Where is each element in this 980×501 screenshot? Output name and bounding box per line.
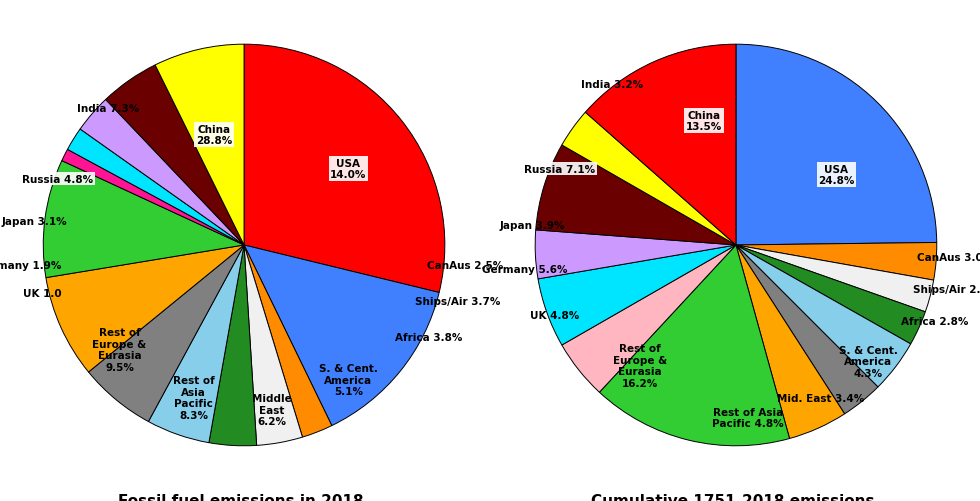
Text: Ships/Air 2.6%: Ships/Air 2.6% [912, 285, 980, 295]
Text: Africa 3.8%: Africa 3.8% [395, 333, 462, 343]
Text: USA
14.0%: USA 14.0% [330, 158, 367, 180]
Text: Japan 3.9%: Japan 3.9% [500, 220, 565, 230]
Wedge shape [736, 245, 845, 438]
Wedge shape [106, 66, 244, 245]
Text: Russia 7.1%: Russia 7.1% [524, 164, 596, 174]
Wedge shape [244, 245, 439, 426]
Title: Cumulative 1751-2018 emissions.: Cumulative 1751-2018 emissions. [591, 492, 880, 501]
Wedge shape [585, 45, 736, 245]
Text: India 3.2%: India 3.2% [581, 80, 644, 90]
Text: Middle
East
6.2%: Middle East 6.2% [252, 393, 292, 426]
Text: Ships/Air 3.7%: Ships/Air 3.7% [415, 297, 500, 307]
Wedge shape [538, 245, 736, 345]
Wedge shape [736, 245, 878, 414]
Wedge shape [244, 245, 332, 437]
Wedge shape [736, 45, 937, 245]
Wedge shape [562, 245, 736, 392]
Wedge shape [562, 113, 736, 245]
Wedge shape [736, 245, 925, 344]
Text: UK 4.8%: UK 4.8% [530, 311, 579, 321]
Text: China
28.8%: China 28.8% [196, 124, 232, 146]
Wedge shape [209, 245, 257, 446]
Wedge shape [43, 161, 244, 278]
Text: Africa 2.8%: Africa 2.8% [901, 317, 968, 327]
Text: Mid. East 3.4%: Mid. East 3.4% [777, 393, 864, 403]
Text: Japan 3.1%: Japan 3.1% [2, 216, 68, 226]
Wedge shape [736, 243, 937, 281]
Text: Germany 5.6%: Germany 5.6% [482, 265, 567, 275]
Wedge shape [80, 100, 244, 245]
Wedge shape [736, 245, 934, 312]
Wedge shape [244, 245, 303, 445]
Wedge shape [736, 245, 910, 387]
Title: Fossil fuel emissions in 2018.: Fossil fuel emissions in 2018. [119, 492, 369, 501]
Wedge shape [88, 245, 244, 422]
Text: Rest of
Europe &
Eurasia
9.5%: Rest of Europe & Eurasia 9.5% [92, 327, 147, 372]
Wedge shape [148, 245, 244, 443]
Wedge shape [535, 230, 736, 280]
Wedge shape [244, 45, 445, 293]
Text: USA
24.8%: USA 24.8% [818, 164, 855, 186]
Text: Germany 1.9%: Germany 1.9% [0, 261, 62, 271]
Text: UK 1.0: UK 1.0 [23, 289, 62, 299]
Text: Russia 4.8%: Russia 4.8% [23, 174, 93, 184]
Wedge shape [46, 245, 244, 372]
Text: S. & Cent.
America
4.3%: S. & Cent. America 4.3% [839, 345, 898, 378]
Text: China
13.5%: China 13.5% [686, 110, 722, 132]
Text: CanAus 2.5%: CanAus 2.5% [426, 261, 503, 271]
Wedge shape [536, 146, 736, 245]
Text: Rest of Asia
Pacific 4.8%: Rest of Asia Pacific 4.8% [712, 407, 784, 429]
Wedge shape [62, 150, 244, 245]
Wedge shape [600, 245, 790, 446]
Text: India 7.3%: India 7.3% [77, 104, 139, 114]
Wedge shape [155, 45, 244, 245]
Text: S. & Cent.
America
5.1%: S. & Cent. America 5.1% [319, 363, 378, 396]
Text: Rest of
Asia
Pacific
8.3%: Rest of Asia Pacific 8.3% [172, 375, 215, 420]
Wedge shape [68, 130, 244, 245]
Text: Rest of
Europe &
Eurasia
16.2%: Rest of Europe & Eurasia 16.2% [612, 343, 666, 388]
Text: CanAus 3.0%: CanAus 3.0% [916, 253, 980, 263]
